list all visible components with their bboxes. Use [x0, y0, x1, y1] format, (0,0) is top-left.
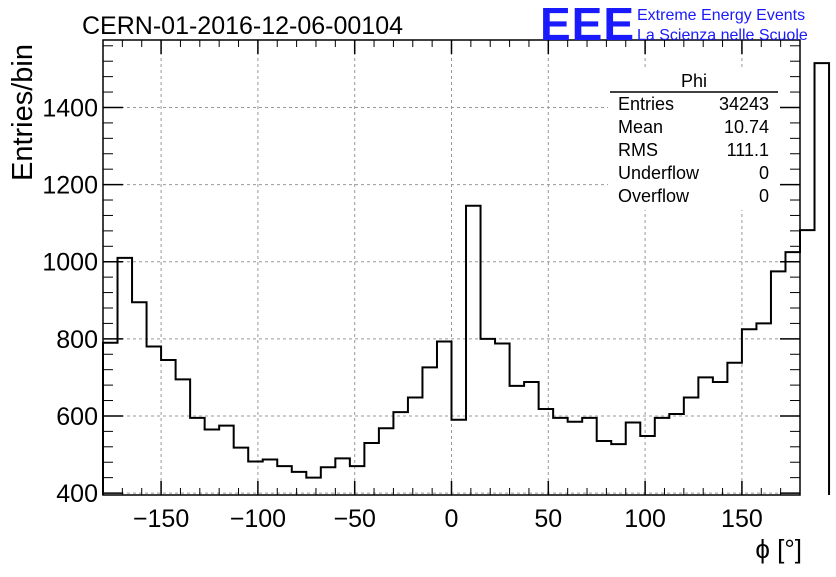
stats-value-underflow: 0	[759, 163, 769, 183]
histogram-bin	[481, 339, 496, 495]
histogram-bin	[539, 409, 554, 495]
histogram-bin	[756, 323, 771, 495]
logo-line-2: La Scienza nelle Scuole	[637, 27, 808, 44]
histogram-bin	[611, 444, 626, 495]
x-tick-label-6: 150	[721, 505, 763, 533]
histogram-bin	[161, 360, 176, 495]
stats-label-underflow: Underflow	[618, 163, 700, 183]
histogram-outline	[102, 62, 831, 495]
histogram-bin	[147, 347, 162, 495]
histogram-bin	[379, 428, 394, 495]
histogram-bin	[815, 63, 830, 495]
eee-logo: EEE Extreme Energy Events La Scienza nel…	[540, 0, 808, 50]
histogram-bin	[132, 302, 147, 495]
histogram-bin	[422, 367, 437, 495]
histogram-bin	[713, 382, 728, 495]
histogram-bin	[219, 426, 234, 495]
histogram-bin	[495, 343, 510, 495]
logo-line-1: Extreme Energy Events	[637, 7, 805, 24]
stats-label-overflow: Overflow	[618, 186, 690, 206]
histogram-bin	[742, 329, 757, 495]
stats-box-background	[608, 70, 780, 210]
histogram-bin	[452, 420, 467, 495]
stats-box: Phi Entries 34243 Mean 10.74 RMS 111.1 Underfl…	[608, 70, 780, 210]
y-tick-label-2: 800	[56, 326, 98, 354]
histogram-bars	[102, 62, 831, 495]
histogram-bin	[640, 436, 655, 495]
histogram-bin	[277, 466, 292, 495]
histogram-bin	[408, 397, 423, 495]
histogram-bin	[626, 423, 641, 495]
histogram-bin	[466, 206, 481, 495]
histogram-bin	[510, 386, 525, 495]
histogram-bin	[205, 429, 220, 495]
histogram-bin	[568, 422, 583, 495]
histogram-bin	[771, 271, 786, 495]
histogram-bin	[553, 418, 568, 495]
stats-value-mean: 10.74	[724, 117, 769, 137]
y-tick-label-3: 1000	[42, 249, 98, 277]
y-tick-label-1: 600	[56, 403, 98, 431]
histogram-bin	[118, 258, 133, 495]
stats-label-rms: RMS	[618, 140, 658, 160]
stats-label-mean: Mean	[618, 117, 663, 137]
stats-label-entries: Entries	[618, 94, 674, 114]
histogram-bin	[263, 460, 278, 495]
x-tick-label-4: 50	[534, 505, 562, 533]
histogram-bin	[234, 448, 249, 495]
x-axis-label: ϕ [°]	[755, 534, 802, 564]
histogram-bin	[698, 377, 713, 495]
histogram-bin	[684, 397, 699, 495]
histogram-bin	[350, 466, 365, 495]
histogram-bin	[727, 363, 742, 495]
histogram-bin	[292, 472, 307, 495]
x-tick-label-1: −100	[230, 505, 286, 533]
histogram-bin	[655, 418, 670, 495]
histogram-bin	[582, 418, 597, 495]
histogram-bin	[176, 379, 191, 495]
stats-value-rms: 111.1	[727, 140, 769, 160]
tick-labels: −150 −100 −50 0 50 100 150 400 600 800 1000 1200 140…	[42, 94, 762, 533]
histogram-bin	[785, 252, 800, 495]
histogram-bin	[669, 414, 684, 495]
histogram-bin	[597, 441, 612, 495]
y-axis-label: Entries/bin	[7, 44, 39, 181]
histogram-bin	[800, 230, 815, 495]
stats-value-entries: 34243	[719, 94, 769, 114]
histogram-bin	[437, 342, 452, 495]
axis-ticks	[103, 40, 800, 495]
histogram-bin	[335, 458, 350, 495]
x-tick-label-0: −150	[133, 505, 189, 533]
stats-rows: Entries 34243 Mean 10.74 RMS 111.1 Underflow 0 O…	[618, 94, 769, 206]
chart-title: CERN-01-2016-12-06-00104	[82, 12, 403, 40]
histogram-bin	[190, 418, 205, 495]
x-tick-label-2: −50	[333, 505, 375, 533]
y-tick-label-4: 1200	[42, 172, 98, 200]
histogram-bin	[524, 382, 539, 495]
histogram-bin	[248, 461, 263, 495]
x-tick-label-5: 100	[624, 505, 666, 533]
x-tick-label-3: 0	[445, 505, 459, 533]
eee-logo-text: EEE	[540, 0, 635, 50]
histogram-bin	[364, 443, 379, 495]
histogram-bin	[103, 343, 118, 495]
y-tick-label-0: 400	[56, 480, 98, 508]
histogram-bin	[321, 467, 336, 495]
y-tick-label-5: 1400	[42, 94, 98, 122]
stats-title: Phi	[681, 71, 707, 91]
stats-value-overflow: 0	[759, 186, 769, 206]
histogram-bin	[306, 478, 321, 495]
histogram-bin	[393, 412, 408, 495]
